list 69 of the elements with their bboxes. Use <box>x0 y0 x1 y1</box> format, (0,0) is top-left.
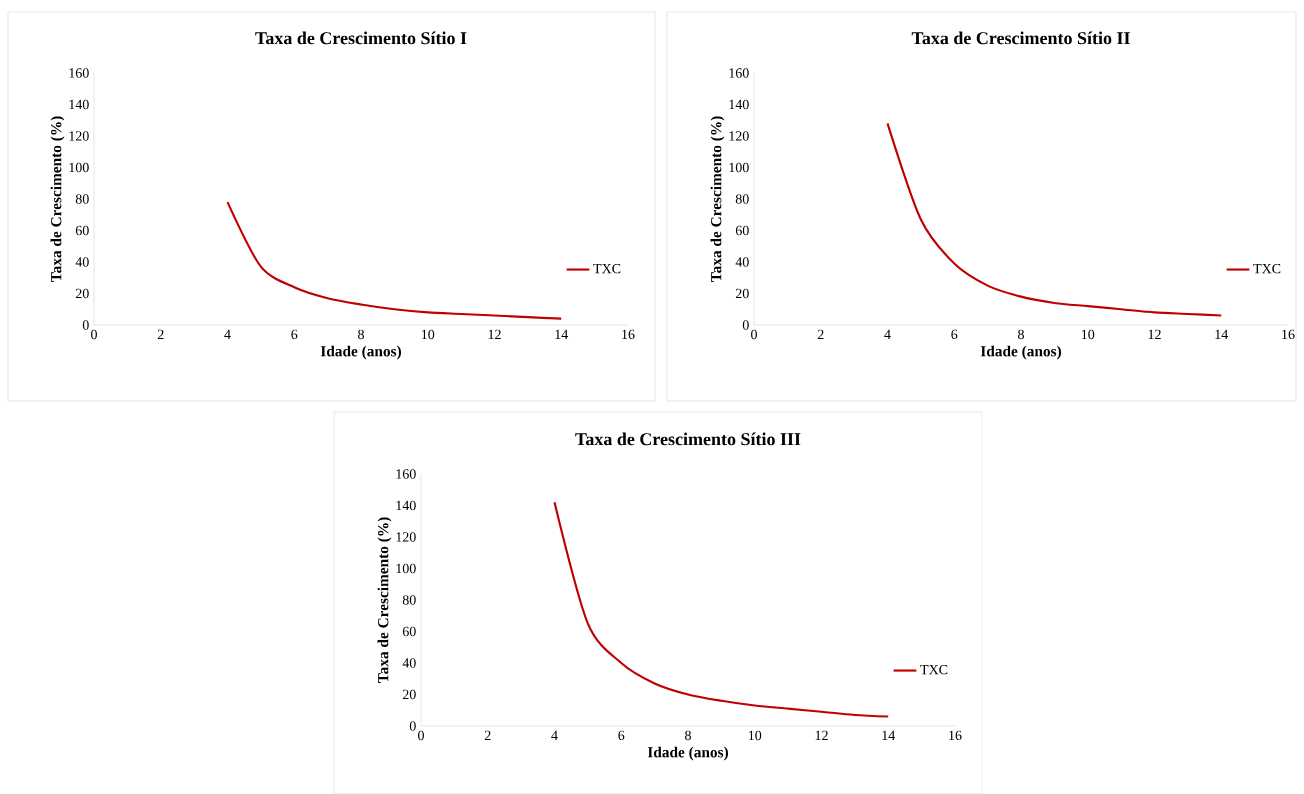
y-tick-label: 20 <box>735 288 749 299</box>
x-tick-label: 8 <box>685 730 691 741</box>
chart-title: Taxa de Crescimento Sítio I <box>255 31 467 45</box>
line-series <box>553 501 890 718</box>
y-tick-label: 100 <box>396 563 416 574</box>
x-tick-label: 4 <box>884 329 891 339</box>
y-tick-label: 80 <box>75 194 89 204</box>
y-tick-label: 60 <box>735 225 749 236</box>
x-tick-label: 14 <box>882 730 896 740</box>
chart-title: Taxa de Crescimento Sítio II <box>911 31 1130 45</box>
y-tick-label: 100 <box>69 162 89 173</box>
y-tick-label: 160 <box>396 469 416 479</box>
x-axis-title: Idade (anos) <box>320 345 401 360</box>
y-axis-title: Taxa de Crescimento (%) <box>710 116 725 282</box>
x-axis-title: Idade (anos) <box>647 746 728 761</box>
y-tick-label: 120 <box>396 532 416 542</box>
legend-label: TXC <box>1253 263 1281 274</box>
x-tick-label: 4 <box>551 730 558 740</box>
line-series <box>886 122 1223 317</box>
x-tick-label: 2 <box>157 329 164 339</box>
y-tick-label: 60 <box>75 225 89 236</box>
x-tick-label: 14 <box>1215 329 1229 339</box>
x-tick-label: 4 <box>224 329 231 339</box>
legend-label: TXC <box>920 664 948 675</box>
y-tick-label: 140 <box>729 99 749 110</box>
x-tick-label: 8 <box>358 329 364 340</box>
x-tick-label: 16 <box>622 329 635 339</box>
legend-label: TXC <box>593 263 621 274</box>
y-tick-label: 60 <box>402 626 416 637</box>
x-tick-label: 16 <box>949 730 962 740</box>
x-tick-label: 14 <box>555 329 569 339</box>
x-tick-label: 8 <box>1018 329 1024 340</box>
x-tick-label: 6 <box>618 730 625 740</box>
x-tick-label: 10 <box>1081 329 1095 340</box>
y-tick-label: 80 <box>402 595 416 605</box>
y-tick-label: 0 <box>742 320 749 330</box>
y-axis-title: Taxa de Crescimento (%) <box>377 517 392 683</box>
y-tick-label: 0 <box>82 320 89 330</box>
y-tick-label: 100 <box>729 162 749 173</box>
y-tick-label: 120 <box>729 131 749 141</box>
y-tick-label: 0 <box>409 721 416 731</box>
x-axis-title: Idade (anos) <box>980 345 1061 360</box>
y-tick-label: 140 <box>69 99 89 110</box>
x-tick-label: 0 <box>418 730 424 741</box>
y-tick-label: 40 <box>75 257 89 267</box>
x-tick-label: 0 <box>751 329 757 340</box>
y-tick-label: 40 <box>402 658 416 668</box>
y-tick-label: 160 <box>69 68 89 78</box>
y-tick-label: 40 <box>735 257 749 267</box>
x-tick-label: 0 <box>91 329 97 340</box>
y-tick-label: 140 <box>396 500 416 511</box>
x-tick-label: 16 <box>1282 329 1295 339</box>
x-tick-label: 2 <box>484 730 491 740</box>
x-tick-label: 12 <box>815 730 828 740</box>
x-tick-label: 10 <box>421 329 435 340</box>
x-tick-label: 6 <box>291 329 298 339</box>
x-tick-label: 12 <box>1148 329 1161 339</box>
y-tick-label: 80 <box>735 194 749 204</box>
y-axis-title: Taxa de Crescimento (%) <box>50 116 65 282</box>
y-tick-label: 20 <box>75 288 89 299</box>
x-tick-label: 10 <box>748 730 762 741</box>
line-series <box>226 200 563 320</box>
x-tick-label: 12 <box>488 329 501 339</box>
chart-title: Taxa de Crescimento Sítio III <box>575 432 801 446</box>
y-tick-label: 160 <box>729 68 749 78</box>
x-tick-label: 6 <box>951 329 958 339</box>
x-tick-label: 2 <box>817 329 824 339</box>
y-tick-label: 120 <box>69 131 89 141</box>
y-tick-label: 20 <box>402 689 416 700</box>
